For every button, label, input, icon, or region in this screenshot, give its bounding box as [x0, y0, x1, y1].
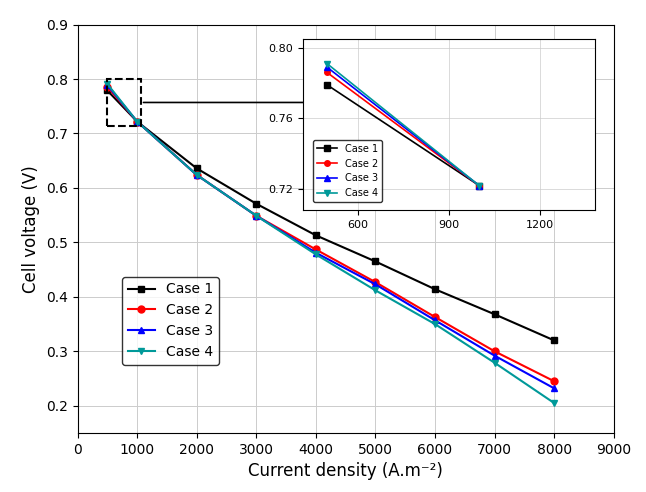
Case 2 [312, 246, 320, 252]
Case 3 [550, 385, 558, 391]
Line: Case 2: Case 2 [104, 83, 557, 385]
Case 4 [193, 172, 200, 178]
Case 3 [491, 353, 499, 359]
Line: Case 4: Case 4 [324, 61, 482, 188]
Case 2 [371, 279, 379, 285]
Case 1 [491, 311, 499, 317]
Case 1 [323, 82, 331, 88]
Case 1 [312, 232, 320, 238]
Case 3 [475, 183, 483, 188]
Case 1 [371, 258, 379, 264]
Case 4 [133, 119, 141, 124]
Case 1 [431, 286, 439, 292]
Line: Case 3: Case 3 [324, 64, 482, 188]
Bar [107, 79, 141, 126]
Legend: Case 1, Case 2, Case 3, Case 4: Case 1, Case 2, Case 3, Case 4 [122, 277, 219, 365]
Case 1 [103, 88, 111, 93]
Line: Case 1: Case 1 [104, 87, 557, 344]
Case 3 [312, 250, 320, 256]
X-axis label: Current density (A.m⁻²): Current density (A.m⁻²) [248, 462, 443, 480]
Case 3 [323, 64, 331, 70]
Case 2 [431, 314, 439, 320]
Case 3 [253, 213, 260, 218]
Case 3 [103, 82, 111, 88]
Case 4 [371, 287, 379, 293]
Case 4 [323, 61, 331, 66]
Line: Case 4: Case 4 [104, 81, 557, 406]
Case 1 [133, 119, 141, 124]
Case 3 [133, 119, 141, 124]
Case 4 [491, 360, 499, 366]
Case 2 [253, 213, 260, 218]
Case 2 [475, 183, 483, 188]
Case 1 [253, 201, 260, 207]
Case 2 [193, 172, 200, 178]
Case 4 [103, 81, 111, 87]
Case 2 [550, 378, 558, 384]
Line: Case 1: Case 1 [324, 82, 482, 188]
Case 3 [431, 317, 439, 323]
Case 2 [491, 348, 499, 354]
Case 2 [133, 119, 141, 124]
Case 3 [193, 172, 200, 178]
Line: Case 2: Case 2 [324, 70, 482, 188]
Case 2 [323, 69, 331, 75]
Case 4 [475, 183, 483, 188]
Legend: Case 1, Case 2, Case 3, Case 4: Case 1, Case 2, Case 3, Case 4 [313, 140, 382, 202]
Case 4 [550, 400, 558, 406]
Case 4 [253, 213, 260, 218]
Case 4 [431, 321, 439, 327]
Y-axis label: Cell voltage (V): Cell voltage (V) [22, 165, 40, 293]
Case 2 [103, 84, 111, 90]
Case 1 [550, 338, 558, 343]
Case 3 [371, 281, 379, 287]
Case 4 [312, 251, 320, 257]
Case 1 [475, 183, 483, 188]
Line: Case 3: Case 3 [104, 82, 557, 392]
Case 1 [193, 165, 200, 171]
